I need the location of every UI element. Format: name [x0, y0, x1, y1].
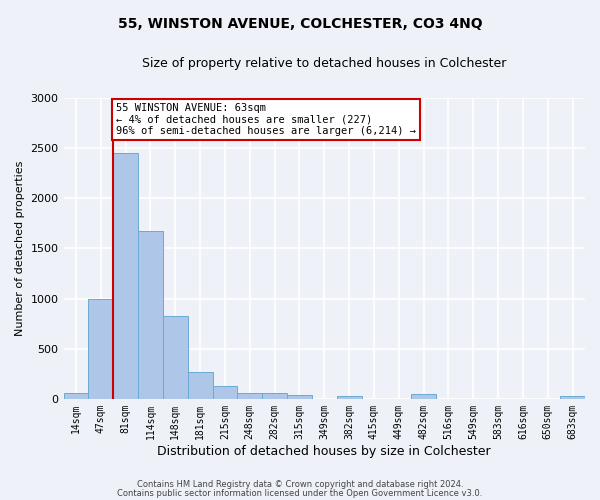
Text: 55, WINSTON AVENUE, COLCHESTER, CO3 4NQ: 55, WINSTON AVENUE, COLCHESTER, CO3 4NQ: [118, 18, 482, 32]
Text: Contains public sector information licensed under the Open Government Licence v3: Contains public sector information licen…: [118, 488, 482, 498]
Bar: [163, 316, 188, 399]
Bar: [560, 396, 585, 399]
Bar: [64, 393, 88, 399]
Bar: [212, 386, 238, 399]
Bar: [88, 298, 113, 399]
Text: 55 WINSTON AVENUE: 63sqm
← 4% of detached houses are smaller (227)
96% of semi-d: 55 WINSTON AVENUE: 63sqm ← 4% of detache…: [116, 103, 416, 136]
X-axis label: Distribution of detached houses by size in Colchester: Distribution of detached houses by size …: [157, 444, 491, 458]
Bar: [262, 394, 287, 399]
Bar: [238, 394, 262, 399]
Bar: [188, 372, 212, 399]
Title: Size of property relative to detached houses in Colchester: Size of property relative to detached ho…: [142, 58, 506, 70]
Y-axis label: Number of detached properties: Number of detached properties: [15, 161, 25, 336]
Text: Contains HM Land Registry data © Crown copyright and database right 2024.: Contains HM Land Registry data © Crown c…: [137, 480, 463, 489]
Bar: [113, 153, 138, 399]
Bar: [138, 232, 163, 399]
Bar: [337, 396, 362, 399]
Bar: [287, 396, 312, 399]
Bar: [411, 394, 436, 399]
